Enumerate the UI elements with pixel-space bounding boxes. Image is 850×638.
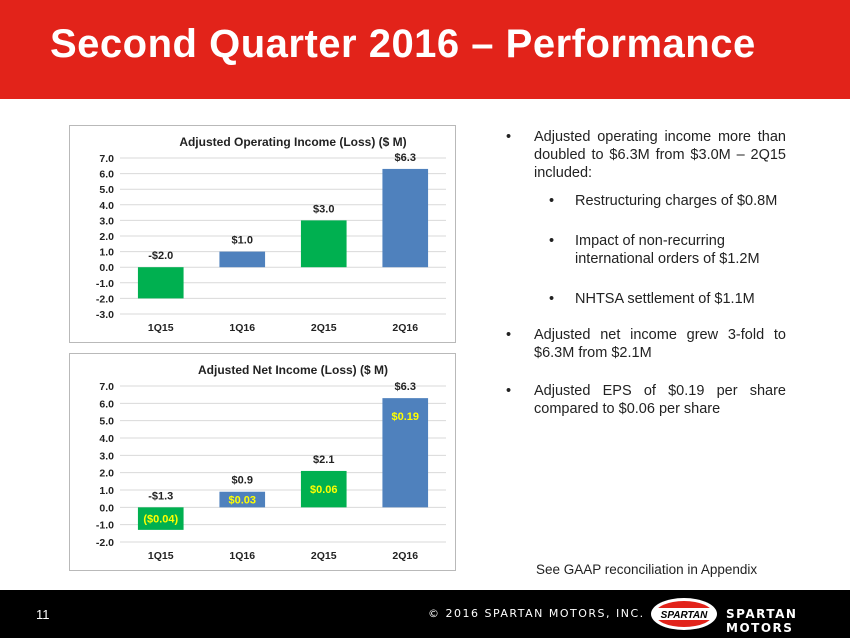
operating-income-chart-svg: Adjusted Operating Income (Loss) ($ M) 7.… (96, 135, 446, 334)
y-tick-label: 1.0 (99, 247, 114, 259)
gaap-note: See GAAP reconciliation in Appendix (536, 562, 758, 577)
y-tick-label: 4.0 (99, 433, 114, 445)
bullet-list: • Adjusted operating income more than do… (506, 128, 786, 418)
logo-text: SPARTAN (661, 610, 708, 621)
title-bar: Second Quarter 2016 – Performance (0, 0, 850, 99)
eps-label: $0.03 (228, 495, 256, 507)
x-tick-label: 2Q16 (392, 550, 418, 562)
x-tick-label: 1Q15 (148, 322, 174, 334)
y-tick-label: 0.0 (99, 262, 114, 274)
chart-title: Adjusted Net Income (Loss) ($ M) (198, 363, 388, 377)
bullet-dot: • (549, 233, 555, 249)
chart-title: Adjusted Operating Income (Loss) ($ M) (179, 135, 406, 149)
bar (137, 267, 184, 299)
data-label: $6.3 (395, 381, 416, 393)
y-tick-label: 3.0 (99, 450, 114, 462)
data-label: $3.0 (313, 203, 334, 215)
y-tick-label: 5.0 (99, 416, 114, 428)
sub-bullet-text: Impact of non-recurring international or… (575, 233, 760, 267)
bullet-text: Adjusted EPS of $0.19 per share compared… (534, 383, 786, 417)
data-label: $6.3 (395, 152, 416, 164)
y-tick-label: 5.0 (99, 184, 114, 196)
bullet-dot: • (506, 129, 512, 145)
sub-bullet-item: • NHTSA settlement of $1.1M (506, 290, 786, 326)
y-tick-label: -2.0 (96, 537, 114, 549)
bullet-dot: • (506, 327, 512, 343)
spartan-logo-icon: SPARTAN (651, 598, 717, 630)
data-label: -$1.3 (148, 490, 173, 502)
copyright-text: © 2016 SPARTAN MOTORS, INC. (428, 607, 645, 620)
data-label: $1.0 (232, 235, 253, 247)
page-number: 11 (36, 607, 50, 622)
operating-income-chart: Adjusted Operating Income (Loss) ($ M) 7.… (69, 125, 456, 343)
bullet-item: • Adjusted net income grew 3-fold to $6.… (506, 326, 786, 382)
y-tick-label: 7.0 (99, 153, 114, 165)
brand-name: SPARTAN MOTORS (726, 607, 798, 635)
bar (300, 220, 347, 268)
bar (382, 168, 429, 268)
x-tick-label: 1Q15 (148, 550, 174, 562)
y-tick-label: 6.0 (99, 169, 114, 181)
slide-title: Second Quarter 2016 – Performance (50, 22, 756, 66)
y-tick-label: -2.0 (96, 293, 114, 305)
data-label: $0.9 (232, 475, 253, 487)
bar (300, 470, 347, 508)
x-tick-label: 2Q15 (311, 550, 337, 562)
y-tick-label: -3.0 (96, 309, 114, 321)
eps-label: $0.06 (310, 484, 338, 496)
sub-bullet-text: Restructuring charges of $0.8M (575, 193, 778, 209)
bar (219, 491, 266, 508)
x-tick-label: 1Q16 (229, 550, 255, 562)
x-tick-label: 2Q15 (311, 322, 337, 334)
bullet-dot: • (549, 291, 555, 307)
y-tick-label: 2.0 (99, 468, 114, 480)
footer-bar: 11 © 2016 SPARTAN MOTORS, INC. SPARTAN S… (0, 590, 850, 638)
sub-bullet-item: • Impact of non-recurring international … (506, 232, 786, 290)
bullet-text: Adjusted net income grew 3-fold to $6.3M… (534, 327, 786, 361)
bullet-dot: • (506, 383, 512, 399)
y-tick-label: 1.0 (99, 485, 114, 497)
y-tick-label: 7.0 (99, 381, 114, 393)
data-label: -$2.0 (148, 250, 173, 262)
y-tick-label: 6.0 (99, 398, 114, 410)
bar (137, 507, 184, 530)
x-tick-label: 1Q16 (229, 322, 255, 334)
bullet-item: • Adjusted EPS of $0.19 per share compar… (506, 382, 786, 418)
bullet-dot: • (549, 193, 555, 209)
y-tick-label: 3.0 (99, 215, 114, 227)
eps-label: ($0.04) (143, 514, 178, 526)
sub-bullet-item: • Restructuring charges of $0.8M (506, 192, 786, 232)
bar (382, 398, 429, 508)
y-tick-label: -1.0 (96, 520, 114, 532)
data-label: $2.1 (313, 454, 334, 466)
sub-bullet-text: NHTSA settlement of $1.1M (575, 291, 755, 307)
y-tick-label: 2.0 (99, 231, 114, 243)
y-tick-label: -1.0 (96, 278, 114, 290)
x-tick-label: 2Q16 (392, 322, 418, 334)
eps-label: $0.19 (391, 411, 419, 423)
bar (219, 251, 266, 268)
y-tick-label: 4.0 (99, 200, 114, 212)
net-income-chart-svg: Adjusted Net Income (Loss) ($ M) 7.0 6.0 5.… (96, 363, 446, 562)
bullet-text: Adjusted operating income more than doub… (534, 129, 786, 181)
bullet-item: • Adjusted operating income more than do… (506, 128, 786, 192)
y-tick-label: 0.0 (99, 502, 114, 514)
net-income-chart: Adjusted Net Income (Loss) ($ M) 7.0 6.0 5.… (69, 353, 456, 571)
